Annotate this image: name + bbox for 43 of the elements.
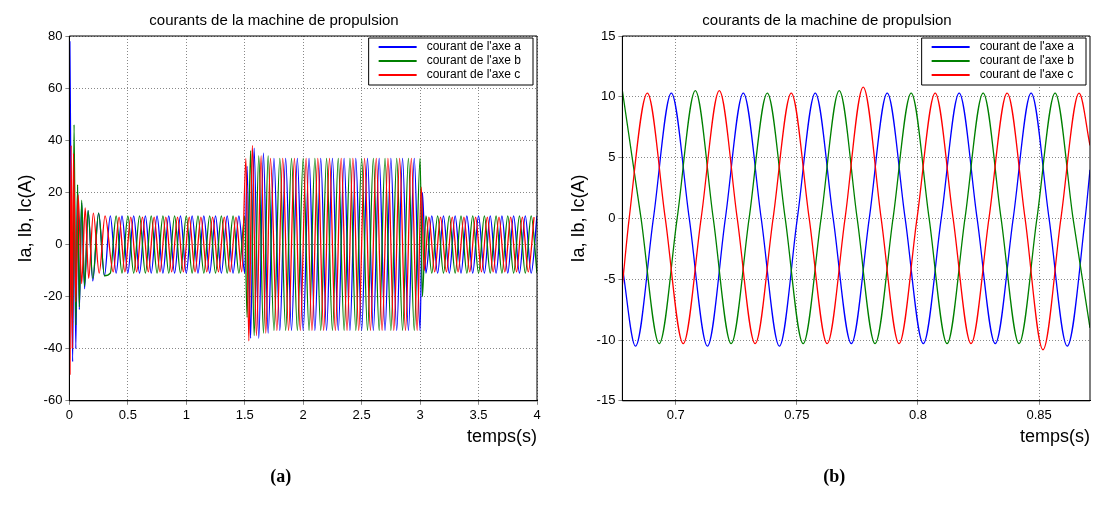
text: (b) xyxy=(823,466,846,487)
x-tick-label: 1 xyxy=(182,407,190,423)
line-series xyxy=(69,144,535,376)
x-tick-label: 0.5 xyxy=(118,407,137,423)
x-tick-label: 3.5 xyxy=(469,407,488,423)
y-tick-label: 60 xyxy=(47,79,63,95)
chart-title: courants de la machine de propulsion xyxy=(702,11,952,29)
y-tick-label: -60 xyxy=(43,392,63,408)
y-tick-label: -10 xyxy=(596,331,616,347)
y-tick-label: -15 xyxy=(596,392,616,408)
y-axis-title: Ia, Ib, Ic(A) xyxy=(568,174,589,263)
y-tick-label: 0 xyxy=(608,209,616,225)
x-tick-label: 2.5 xyxy=(352,407,371,423)
legend-label: courant de l'axe c xyxy=(426,67,521,82)
y-tick-label: 10 xyxy=(601,88,616,104)
y-tick-label: 80 xyxy=(47,27,63,43)
y-tick-label: 40 xyxy=(47,131,63,147)
x-tick-label: 0.7 xyxy=(666,407,685,423)
x-tick-label: 1.5 xyxy=(235,407,254,423)
y-tick-label: 0 xyxy=(54,236,63,252)
y-tick-label: -5 xyxy=(604,270,616,286)
y-axis-title: Ia, Ib, Ic(A) xyxy=(14,174,35,263)
x-tick-label: 2 xyxy=(299,407,307,423)
legend-label: courant de l'axe a xyxy=(426,39,522,54)
x-axis-title: temps(s) xyxy=(1020,426,1091,447)
x-axis-title: temps(s) xyxy=(466,426,537,447)
x-tick-label: 0.85 xyxy=(1026,407,1053,423)
x-tick-label: 0.8 xyxy=(909,407,928,423)
legend-label: courant de l'axe b xyxy=(426,53,522,68)
chart-title: courants de la machine de propulsion xyxy=(149,11,399,29)
x-tick-label: 0.75 xyxy=(784,407,810,423)
y-tick-label: 20 xyxy=(47,183,63,199)
x-tick-label: 4 xyxy=(533,407,541,423)
y-tick-label: -40 xyxy=(43,340,63,356)
legend-label: courant de l'axe a xyxy=(979,39,1075,54)
x-tick-label: 0 xyxy=(65,407,73,423)
y-tick-label: -20 xyxy=(43,288,63,304)
legend-label: courant de l'axe b xyxy=(979,53,1075,68)
legend-label: courant de l'axe c xyxy=(979,67,1074,82)
y-tick-label: 15 xyxy=(601,27,616,43)
y-tick-label: 5 xyxy=(608,149,616,165)
x-tick-label: 3 xyxy=(416,407,424,423)
text: (a) xyxy=(270,466,292,487)
